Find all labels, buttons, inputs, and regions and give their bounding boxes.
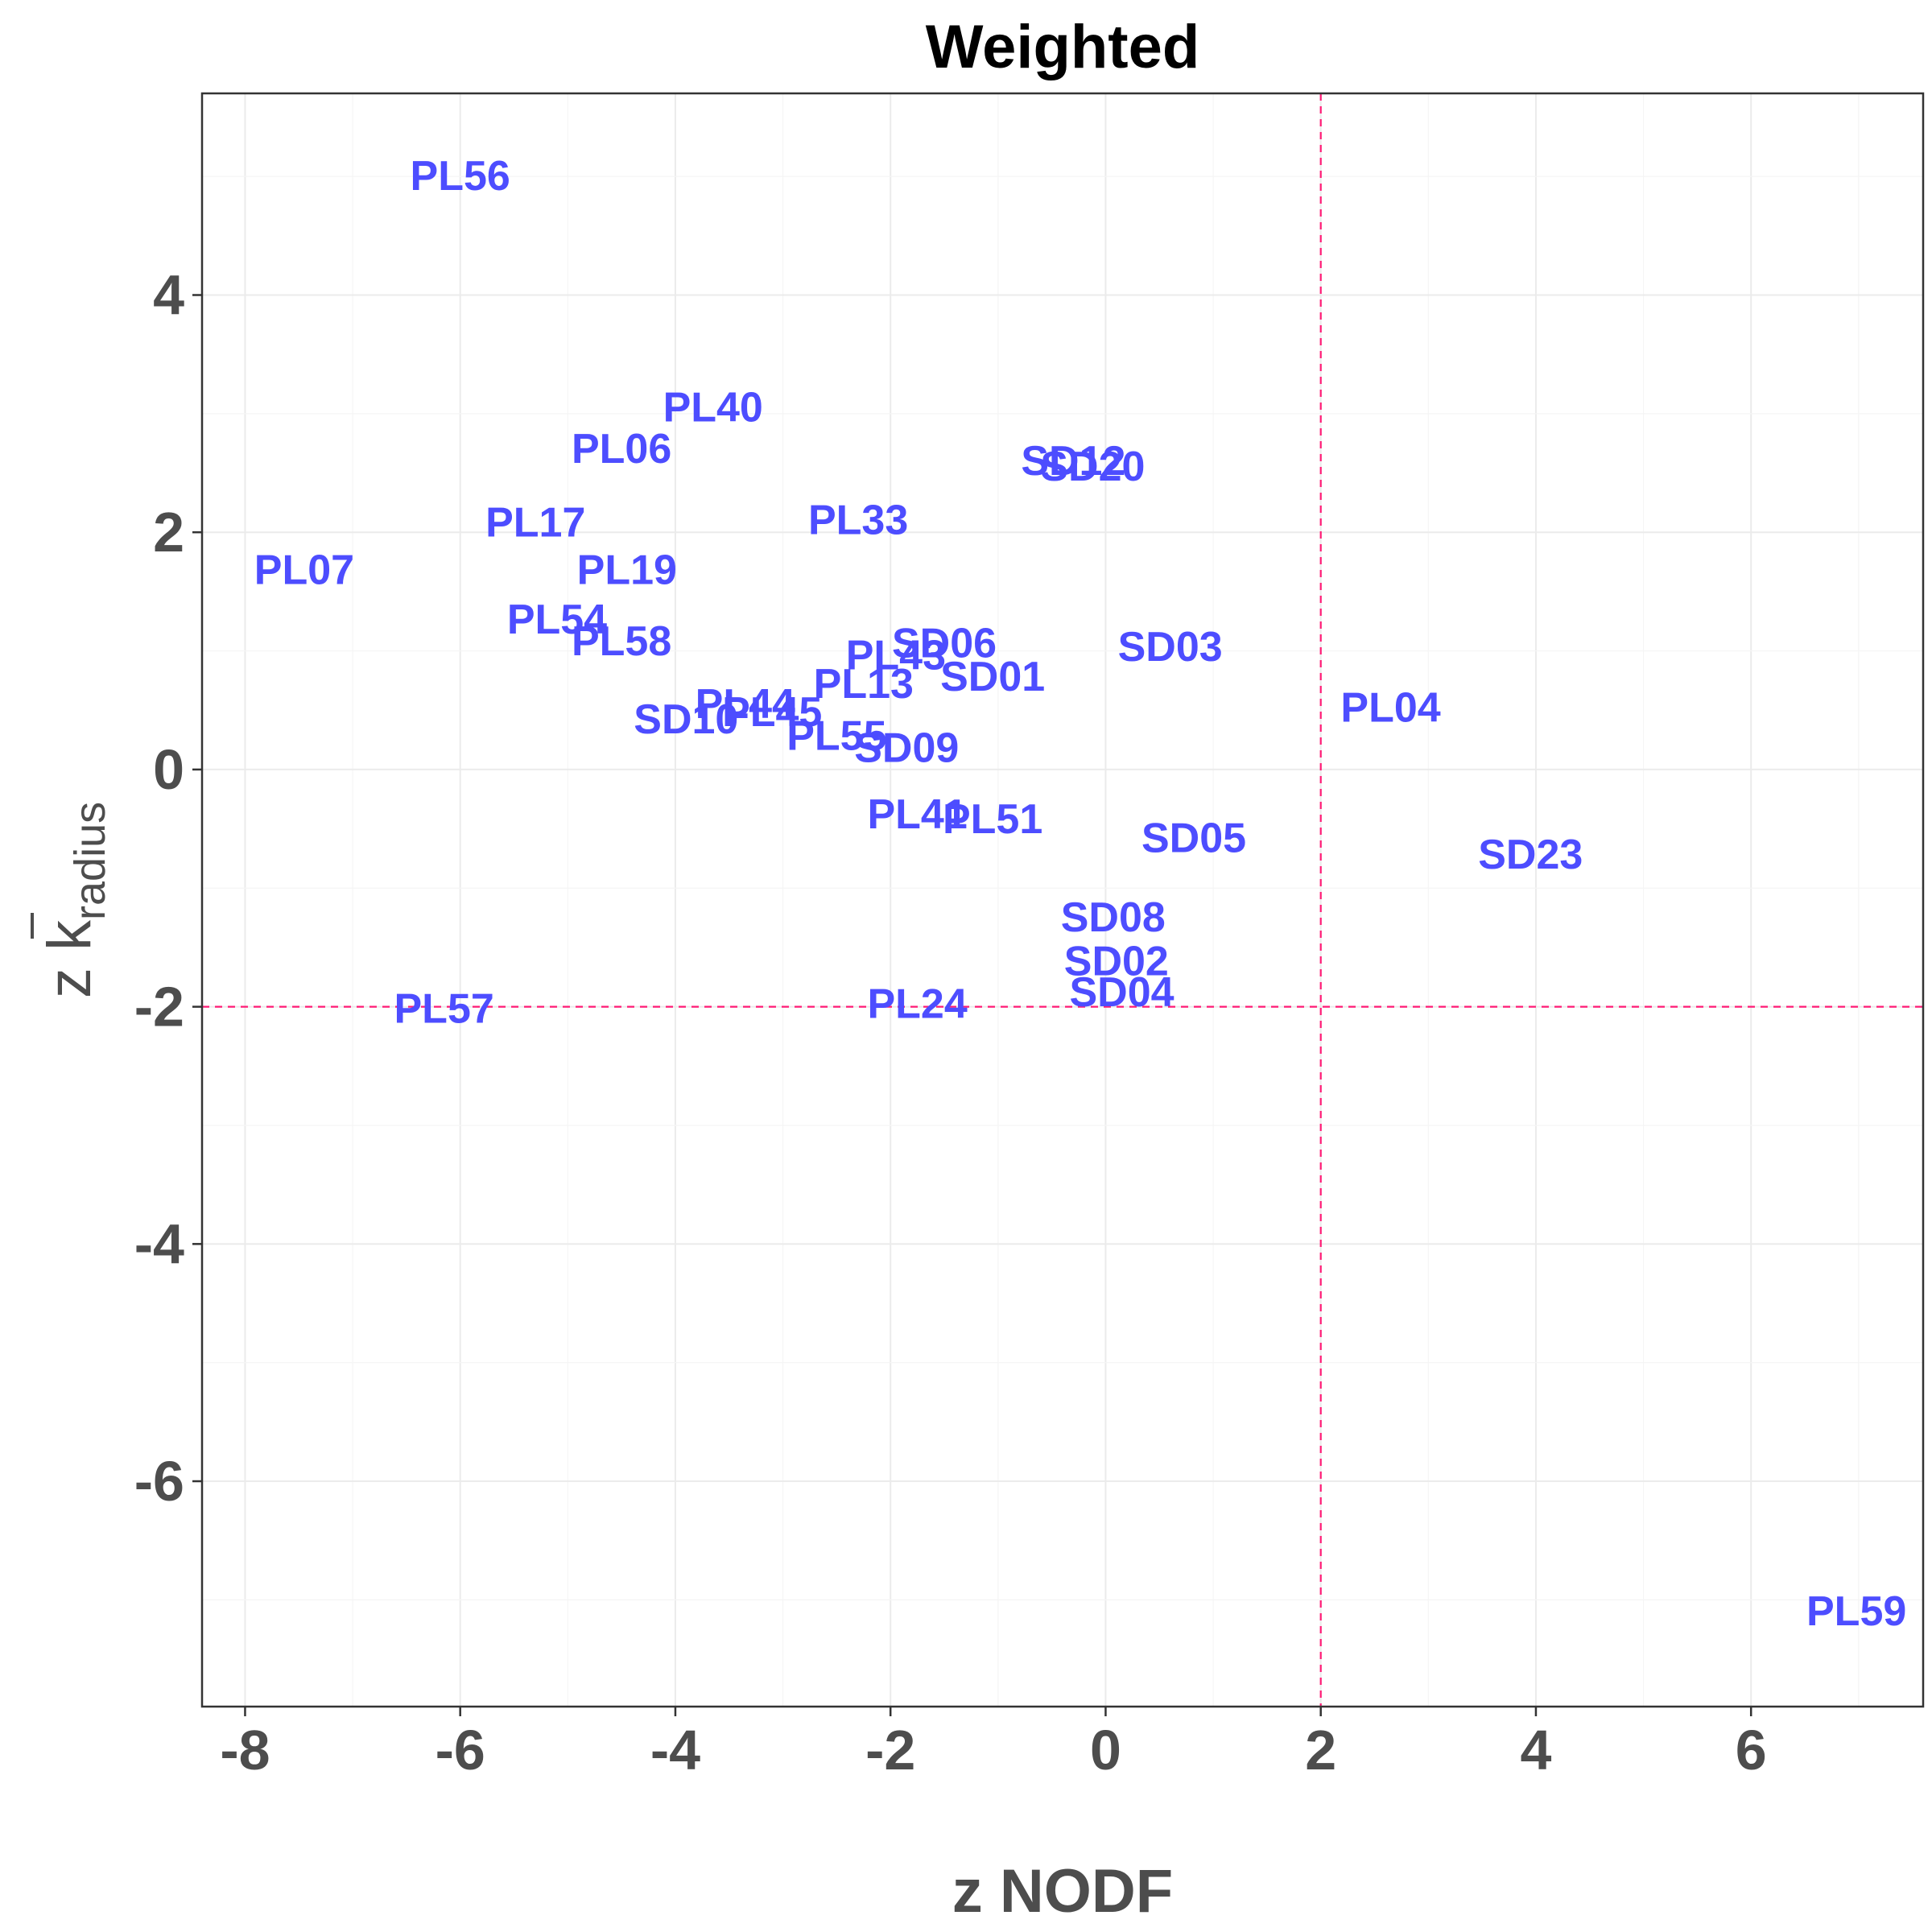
point-label: SD01 — [940, 654, 1045, 700]
y-axis-title-prefix: z — [35, 951, 104, 998]
point-label: PL13 — [814, 661, 914, 708]
point-label: PL54 — [507, 597, 607, 643]
point-label: PL06 — [572, 426, 671, 473]
point-label: PL19 — [577, 547, 677, 593]
x-tick-label: -2 — [865, 1719, 915, 1781]
point-label: PL04 — [1340, 684, 1440, 731]
y-axis-title-symbol: k — [35, 919, 104, 951]
x-tick-label: -8 — [220, 1719, 270, 1781]
x-tick-label: -4 — [650, 1719, 700, 1781]
point-label: SD23 — [1478, 832, 1583, 878]
plot-panel-border — [200, 92, 1925, 1708]
point-label: SD03 — [1118, 624, 1223, 671]
point-label: PL33 — [808, 497, 908, 543]
point-label: SD10 — [634, 696, 738, 743]
point-label: SD08 — [1061, 894, 1166, 941]
point-label: SD02 — [1064, 939, 1169, 985]
point-label: PL45 — [722, 689, 822, 736]
y-tick-label: 0 — [153, 738, 184, 801]
y-tick-label: 4 — [153, 264, 184, 327]
chart-title: Weighted — [926, 13, 1200, 81]
point-label: PL24 — [867, 981, 967, 1028]
y-tick-label: -6 — [134, 1450, 184, 1513]
point-label: PL55 — [786, 713, 886, 760]
x-axis: -8 -6 -4 -2 0 2 4 6 — [220, 1707, 1767, 1781]
x-tick-label: -6 — [436, 1719, 485, 1781]
x-tick-label: 0 — [1090, 1719, 1121, 1781]
reference-lines — [202, 93, 1923, 1707]
point-label: SD05 — [1141, 815, 1246, 861]
point-label: PL41 — [867, 791, 967, 838]
y-axis-title-subscript: radius — [66, 802, 114, 920]
point-label: PL17 — [485, 499, 585, 546]
point-label: SD20 — [1040, 444, 1145, 490]
x-tick-label: 6 — [1736, 1719, 1767, 1781]
point-label: PL44 — [696, 681, 795, 728]
point-label: PL40 — [663, 384, 763, 431]
point-label: PL59 — [1806, 1588, 1906, 1635]
x-tick-label: 2 — [1305, 1719, 1336, 1781]
y-tick-label: 2 — [153, 501, 184, 564]
x-tick-label: 4 — [1520, 1719, 1551, 1781]
point-label: PL07 — [254, 547, 354, 593]
point-label: SD04 — [1069, 969, 1174, 1016]
y-axis-title: z kradius — [31, 802, 114, 998]
point-label: PL58 — [572, 618, 671, 665]
y-axis: -6 -4 -2 0 2 4 — [134, 264, 202, 1513]
point-label: SD12 — [1021, 438, 1125, 485]
point-label: SD09 — [854, 724, 959, 771]
point-label: PL43 — [846, 632, 946, 679]
y-tick-label: -2 — [134, 976, 184, 1038]
point-label: PL57 — [394, 986, 494, 1033]
point-label: PL56 — [411, 153, 510, 200]
x-axis-title: z NODF — [952, 1857, 1173, 1926]
y-tick-label: -4 — [134, 1212, 184, 1275]
point-label: PL51 — [943, 796, 1042, 843]
svg-text:z kradius: z kradius — [35, 802, 114, 998]
point-label: SD06 — [892, 621, 997, 667]
